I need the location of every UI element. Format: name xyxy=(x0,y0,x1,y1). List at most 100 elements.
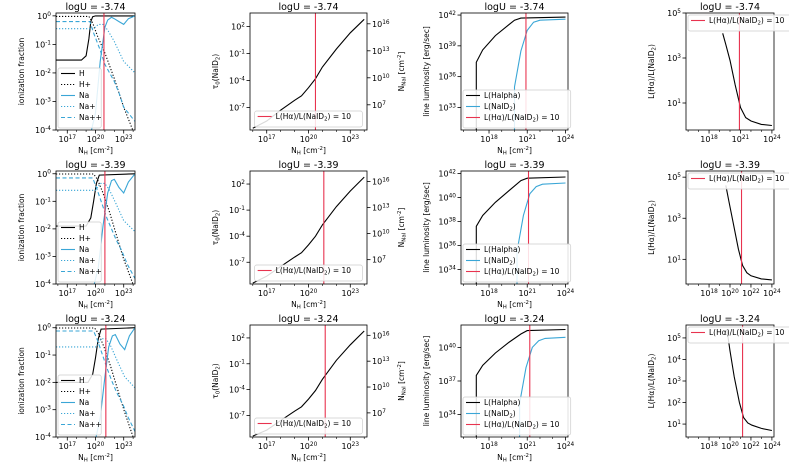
panel-title: logU = -3.39 xyxy=(700,160,760,171)
x-tick-label: 1017 xyxy=(58,442,76,451)
x-tick-label: 1020 xyxy=(87,135,105,144)
y-tick-label: 10-1 xyxy=(229,206,245,215)
x-tick-label: 1018 xyxy=(480,289,498,298)
panel-r1c3: 1018 1020 1022 1024 101 103 105 logU = -3.39 L(H… xyxy=(647,160,789,298)
x-tick-label: 1022 xyxy=(742,442,760,451)
panel-r1c0: 1017 1020 1023 10-4 10-3 10-2 10-1 100 logU = -3… xyxy=(17,160,136,311)
legend-box xyxy=(462,396,572,436)
x-tick-label: 1021 xyxy=(518,442,536,451)
series-line-l-halpha- xyxy=(475,176,566,284)
y-tick-label: 101 xyxy=(667,255,681,264)
y-axis-label: line luminosity [erg/sec] xyxy=(422,26,431,117)
legend-label: H xyxy=(79,223,85,232)
y-tick-label: 103 xyxy=(667,377,681,386)
y-tick-label: 10-1 xyxy=(35,40,51,49)
legend: L(Hα)/L(NaID2) = 10 xyxy=(687,14,789,32)
legend-box xyxy=(57,67,102,129)
legend-label: Na+ xyxy=(79,409,96,418)
y-tick-label: 1042 xyxy=(438,11,456,20)
y-tick-label: 1042 xyxy=(438,169,456,178)
panel-title: logU = -3.39 xyxy=(65,160,125,171)
y-right-tick-label: 1016 xyxy=(372,177,390,186)
legend-label: L(Halpha) xyxy=(484,245,521,254)
x-tick-label: 1022 xyxy=(742,289,760,298)
legend-label: L(NaID2) xyxy=(484,409,516,420)
y-tick-label: 10-4 xyxy=(229,386,245,395)
y-axis-label: L(Hα)/L(NaID2) xyxy=(647,354,658,409)
y-tick-label: 1037 xyxy=(438,377,456,386)
y-right-tick-label: 1016 xyxy=(372,20,390,29)
x-tick-label: 1020 xyxy=(721,442,739,451)
y-axis-label: L(Hα)/L(NaID2) xyxy=(647,44,658,99)
panel-r2c0: 1017 1020 1023 10-4 10-3 10-2 10-1 100 logU = -3… xyxy=(17,314,136,464)
x-axis-label: NH [cm-2] xyxy=(78,453,113,464)
panel-title: logU = -3.74 xyxy=(278,2,338,13)
x-tick-label: 1020 xyxy=(300,289,318,298)
legend-box xyxy=(254,264,363,282)
y-axis-label: ionization fraction xyxy=(17,193,26,261)
x-axis-label: NH [cm-2] xyxy=(291,453,326,464)
series-line-l-halpha- xyxy=(475,328,566,437)
legend-label: L(Halpha) xyxy=(484,91,521,100)
y-tick-label: 10-4 xyxy=(35,280,51,289)
y-right-tick-label: 1013 xyxy=(372,357,390,366)
legend-label: H+ xyxy=(79,387,91,396)
y-tick-label: 10-1 xyxy=(229,360,245,369)
x-tick-label: 1021 xyxy=(732,135,750,144)
legend-box xyxy=(57,374,102,436)
x-tick-label: 1020 xyxy=(300,135,318,144)
series-line-na- xyxy=(56,330,135,432)
x-axis-label: NH [cm-2] xyxy=(291,146,326,157)
y-right-axis-label: NNaI [cm-2] xyxy=(397,208,408,248)
panel-title: logU = -3.24 xyxy=(65,314,125,325)
x-tick-label: 1023 xyxy=(341,135,359,144)
series-line-h xyxy=(56,173,135,227)
y-right-tick-label: 107 xyxy=(372,256,386,265)
legend-label: L(Hα)/L(NaID2) = 10 xyxy=(709,16,785,27)
x-tick-label: 1017 xyxy=(258,135,276,144)
panel-title: logU = -3.24 xyxy=(700,314,760,325)
y-tick-label: 10-3 xyxy=(35,252,51,261)
x-tick-label: 1020 xyxy=(300,442,318,451)
y-right-tick-label: 1013 xyxy=(372,47,390,56)
x-tick-label: 1024 xyxy=(557,442,575,451)
y-tick-label: 100 xyxy=(37,324,51,333)
y-right-tick-label: 1010 xyxy=(372,383,390,392)
x-axis-label: NH [cm-2] xyxy=(291,300,326,311)
x-tick-label: 1023 xyxy=(341,442,359,451)
legend: L(Hα)/L(NaID2) = 10 xyxy=(254,110,363,128)
y-tick-label: 10-4 xyxy=(35,433,51,442)
legend-label: L(Hα)/L(NaID2) = 10 xyxy=(709,328,785,339)
legend: L(Hα)/L(NaID2) = 10 xyxy=(687,326,789,344)
panel-title: logU = -3.39 xyxy=(484,160,544,171)
y-axis-label: L(Hα)/L(NaID2) xyxy=(647,200,658,255)
y-right-tick-label: 1010 xyxy=(372,230,390,239)
y-axis-label: τ0(NaID2) xyxy=(211,210,222,246)
x-tick-label: 1017 xyxy=(258,289,276,298)
y-tick-label: 10-2 xyxy=(35,225,51,234)
series-line-l-halpha- xyxy=(475,16,566,130)
x-tick-label: 1020 xyxy=(87,289,105,298)
x-tick-label: 1020 xyxy=(87,442,105,451)
y-tick-label: 103 xyxy=(667,54,681,63)
legend: H H+ Na Na+ Na++ xyxy=(57,67,102,129)
panel-title: logU = -3.74 xyxy=(65,2,125,13)
legend: L(Halpha) L(NaID2)L(Hα)/L(NaID2) = 10 xyxy=(462,89,572,129)
y-tick-label: 102 xyxy=(231,180,245,189)
y-tick-label: 104 xyxy=(667,355,681,364)
y-tick-label: 10-3 xyxy=(35,406,51,415)
legend-label: L(Hα)/L(NaID2) = 10 xyxy=(484,113,560,124)
panel-r2c3: 1018 1020 1022 1024 101 102 103 104 105 logU = -3… xyxy=(647,314,789,451)
legend-box xyxy=(687,14,789,32)
x-tick-label: 1024 xyxy=(557,135,575,144)
x-tick-label: 1023 xyxy=(115,289,133,298)
y-axis-label: line luminosity [erg/sec] xyxy=(422,336,431,427)
legend-label: H+ xyxy=(79,234,91,243)
x-axis-label: NH [cm-2] xyxy=(78,300,113,311)
legend-box xyxy=(462,243,572,283)
y-tick-label: 1038 xyxy=(438,217,456,226)
legend: H H+ Na Na+ Na++ xyxy=(57,374,102,436)
series-line-l-naid-2- xyxy=(513,18,566,130)
y-tick-label: 10-7 xyxy=(229,411,245,420)
legend-label: L(Hα)/L(NaID2) = 10 xyxy=(484,267,560,278)
